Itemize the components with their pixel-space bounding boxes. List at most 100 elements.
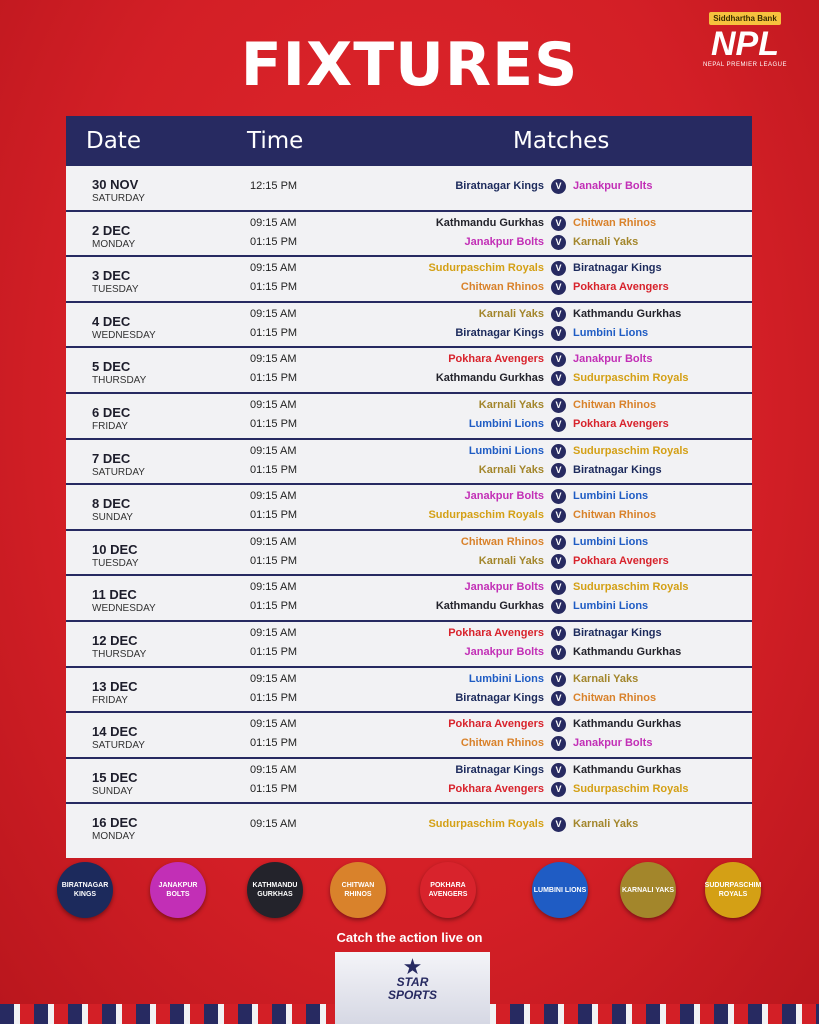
match-time: 09:15 AM [250,535,297,548]
home-team: Lumbini Lions [468,444,544,457]
versus: V [551,179,566,194]
weekday: TUESDAY [92,284,139,296]
versus: V [551,371,566,387]
weekday: THURSDAY [92,649,147,660]
broadcaster: SPORTS [387,988,438,1002]
fixture-row: 4 DEC WEDNESDAY 09:15 AM Karnali Yaks V Kathm… [66,303,752,349]
home-team: Janakpur Bolts [464,646,544,658]
date: 15 DEC [92,769,138,785]
broadcaster-logo: ★ STAR SPORTS [335,952,490,1024]
date: 16 DEC [92,815,138,831]
date: 11 DEC [92,587,137,603]
fixture-row: 6 DEC FRIDAY 09:15 AM Karnali Yaks V Chitwan … [66,394,752,440]
fixture-row: 8 DEC SUNDAY 09:15 AM Janakpur Bolts V Lumbin… [66,485,752,531]
away-team: Chitwan Rhinos [573,399,657,411]
sponsor: Siddhartha Bank [709,12,781,25]
date: 2 DEC [92,222,131,238]
home-team: Kathmandu Gurkhas [435,600,544,613]
away-team: Biratnagar Kings [573,627,662,639]
match-time: 01:15 PM [250,554,298,567]
column-header: Time [247,128,304,154]
fixture-row: 10 DEC TUESDAY 09:15 AM Chitwan Rhinos V Lumb… [66,531,752,577]
brand: Siddhartha Bank NPL NEPAL PREMIER LEAGUE [685,8,805,68]
column-header: Date [86,128,141,154]
match-time: 01:15 PM [250,235,298,248]
match-time: 01:15 PM [250,372,298,385]
column-header: Matches [513,128,610,154]
away-team: Kathmandu Gurkhas [573,646,682,658]
weekday: MONDAY [92,238,136,250]
home-team: Sudurpaschim Royals [428,262,544,275]
weekday: SATURDAY [92,740,145,752]
date: 14 DEC [92,724,138,740]
away-team: Karnali Yaks [573,235,639,248]
date: 7 DEC [92,450,131,466]
versus: V [551,599,566,615]
away-team: Pokhara Avengers [573,281,669,294]
home-team: Lumbini Lions [468,418,544,430]
away-team: Sudurpaschim Royals [573,581,689,594]
fixture-row: 16 DEC MONDAY 09:15 AM Sudurpaschim Royals V… [66,804,752,858]
home-team: Pokhara Avengers [448,718,544,731]
match-time: 01:15 PM [250,463,298,476]
away-team: Biratnagar Kings [573,463,662,476]
match-time: 01:15 PM [250,782,298,795]
home-team: Karnali Yaks [478,307,544,320]
versus: V [551,717,566,733]
match-time: 09:15 AM [250,627,297,639]
match-time: 09:15 AM [250,818,297,831]
home-team: Karnali Yaks [478,463,544,476]
versus: V [551,781,566,797]
fixture-row: 12 DEC THURSDAY 09:15 AM Pokhara Avengers V B… [66,622,752,668]
league-logo: NPL [711,25,779,63]
home-team: Sudurpaschim Royals [428,509,544,522]
away-team: Kathmandu Gurkhas [573,718,682,731]
away-team: Kathmandu Gurkhas [573,763,682,776]
away-team: Chitwan Rhinos [573,691,657,704]
home-team: Lumbini Lions [468,672,544,685]
match-time: 12:15 PM [250,180,298,192]
versus: V [551,215,566,231]
away-team: Chitwan Rhinos [573,216,657,229]
weekday: FRIDAY [92,694,128,706]
match-time: 01:15 PM [250,646,298,658]
versus: V [551,325,566,341]
fixture-row: 11 DEC WEDNESDAY 09:15 AM Janakpur Bolts V Su… [66,576,752,622]
match-time: 09:15 AM [250,399,297,411]
team-logo: Karnali Yaks [620,862,676,918]
home-team: Biratnagar Kings [455,691,544,704]
home-team: Janakpur Bolts [464,490,544,503]
fixtures-table: Date Time Matches 30 NOV SATURDAY 12:15 PM… [66,116,752,858]
team-logo: Lumbini Lions [532,862,588,918]
home-team: Janakpur Bolts [464,235,544,248]
home-team: Karnali Yaks [478,554,544,567]
title: FIXTURES [240,30,579,100]
home-team: Pokhara Avengers [448,627,544,639]
team-logo: Pokhara Avengers [420,862,476,918]
league-name: NEPAL PREMIER LEAGUE [702,62,788,68]
star-icon: ★ [402,954,423,979]
date: 8 DEC [92,496,131,512]
fixture-row: 5 DEC THURSDAY 09:15 AM Pokhara Avengers V Ja… [66,348,752,394]
away-team: Kathmandu Gurkhas [573,307,682,320]
home-team: Pokhara Avengers [448,782,544,795]
date: 5 DEC [92,359,131,375]
date: 10 DEC [92,541,138,557]
home-team: Sudurpaschim Royals [428,818,544,831]
away-team: Lumbini Lions [573,490,649,503]
weekday: TUESDAY [92,557,139,569]
match-time: 09:15 AM [250,763,297,776]
home-team: Chitwan Rhinos [460,535,544,548]
away-team: Lumbini Lions [573,326,649,339]
match-time: 01:15 PM [250,509,298,522]
versus: V [551,534,566,550]
versus: V [551,234,566,250]
match-time: 01:15 PM [250,418,298,430]
away-team: Pokhara Avengers [573,418,669,430]
match-time: 09:15 AM [250,581,297,594]
versus: V [551,443,566,459]
home-team: Chitwan Rhinos [460,737,544,750]
away-team: Lumbini Lions [573,600,649,613]
home-team: Kathmandu Gurkhas [435,216,544,229]
